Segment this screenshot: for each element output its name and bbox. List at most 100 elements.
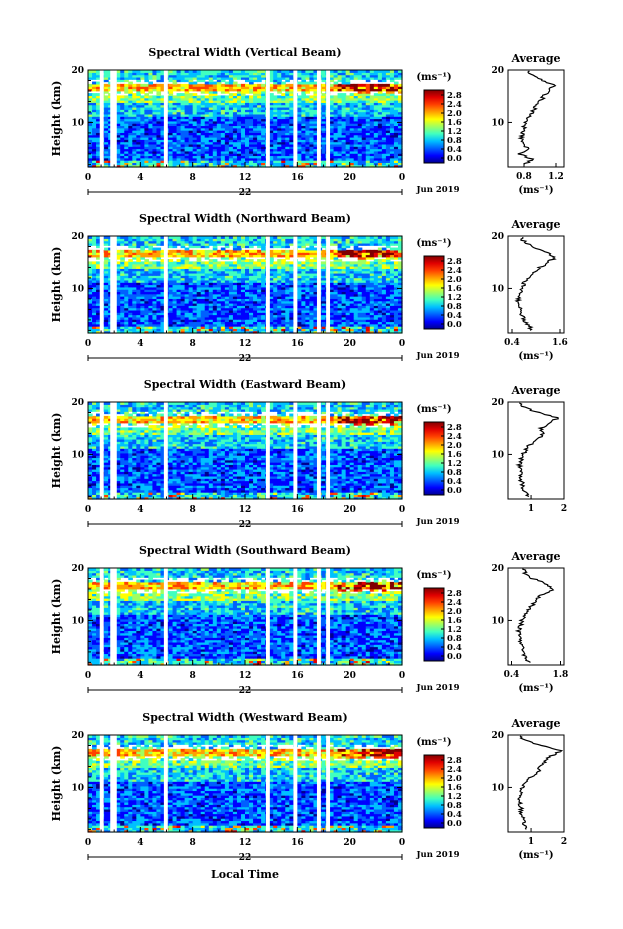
heatmap-cell <box>136 141 141 145</box>
heatmap-cell <box>305 150 311 154</box>
heatmap-cell <box>232 162 238 166</box>
heatmap-cell <box>120 150 125 154</box>
heatmap-cell <box>152 134 158 138</box>
heatmap-cell <box>200 125 206 129</box>
heatmap-cell <box>329 141 335 145</box>
heatmap-cell <box>200 162 206 166</box>
heatmap-cell <box>156 136 162 140</box>
heatmap-cell <box>224 95 230 99</box>
heatmap-cell <box>160 164 166 168</box>
heatmap-cell <box>220 123 226 127</box>
heatmap-cell <box>212 130 218 133</box>
heatmap-cell <box>168 155 174 159</box>
heatmap-cell <box>393 95 399 99</box>
heatmap-cell <box>104 155 109 159</box>
heatmap-cell <box>172 155 178 159</box>
heatmap-cell <box>128 148 133 152</box>
heatmap-cell <box>261 157 266 161</box>
heatmap-cell <box>140 148 145 152</box>
heatmap-cell <box>88 136 93 140</box>
heatmap-cell <box>389 139 395 143</box>
heatmap-cell <box>120 125 125 129</box>
heatmap-cell <box>377 150 383 154</box>
heatmap-cell <box>353 139 359 143</box>
heatmap-cell <box>152 150 158 154</box>
heatmap-cell <box>236 146 242 150</box>
heatmap-cell <box>297 160 302 163</box>
heatmap-cell <box>301 153 306 157</box>
heatmap-cell <box>373 132 379 136</box>
heatmap-cell <box>136 83 141 87</box>
heatmap-cell <box>245 95 250 99</box>
heatmap-cell <box>377 134 383 138</box>
heatmap-cell <box>212 148 218 152</box>
heatmap-cell <box>345 153 351 157</box>
panel-title: Spectral Width (Northward Beam) <box>139 212 351 225</box>
heatmap-cell <box>365 157 371 161</box>
heatmap-cell <box>337 83 343 87</box>
heatmap-cell <box>120 157 125 161</box>
heatmap-cell <box>104 160 109 163</box>
heatmap-cell <box>204 141 210 145</box>
heatmap-cell <box>337 93 343 97</box>
heatmap-cell <box>136 157 141 161</box>
heatmap-cell <box>273 164 278 168</box>
heatmap-cell <box>104 153 109 157</box>
heatmap-cell <box>289 157 294 161</box>
heatmap-cell <box>96 123 101 127</box>
heatmap-cell <box>353 148 359 152</box>
heatmap-cell <box>301 150 306 154</box>
heatmap-cell <box>228 143 234 147</box>
heatmap-cell <box>132 162 137 166</box>
heatmap-cell <box>273 141 278 145</box>
heatmap-cell <box>253 136 258 140</box>
heatmap-cell <box>385 160 391 163</box>
heatmap-cell <box>188 160 194 163</box>
heatmap-cell <box>184 150 190 154</box>
heatmap-cell <box>309 146 315 150</box>
heatmap-cell <box>273 155 278 159</box>
heatmap-cell <box>144 136 149 140</box>
heatmap-cell <box>120 146 125 150</box>
heatmap-cell <box>236 136 242 140</box>
heatmap-cell <box>208 164 214 168</box>
heatmap-cell <box>253 153 258 157</box>
heatmap-cell <box>285 143 290 147</box>
heatmap-cell <box>200 139 206 143</box>
heatmap-cell <box>224 162 230 166</box>
heatmap-cell <box>309 139 315 143</box>
heatmap-cell <box>289 132 294 136</box>
heatmap-cell <box>148 162 154 166</box>
heatmap-cell <box>249 141 254 145</box>
heatmap-cell <box>397 134 403 138</box>
heatmap-cell <box>357 150 363 154</box>
heatmap-cell <box>289 143 294 147</box>
heatmap-cell <box>277 125 282 129</box>
heatmap-cell <box>297 162 302 166</box>
heatmap-cell <box>345 164 351 168</box>
heatmap-cell <box>365 153 371 157</box>
heatmap-cell <box>337 153 343 157</box>
heatmap-cell <box>329 139 335 143</box>
heatmap-cell <box>361 155 367 159</box>
heatmap-cell <box>349 164 355 168</box>
heatmap-cell <box>297 157 302 161</box>
heatmap-cell <box>188 123 194 127</box>
heatmap-cell <box>281 136 286 140</box>
heatmap-cell <box>240 134 246 138</box>
heatmap-cell <box>196 127 202 131</box>
heatmap-cell <box>329 155 335 159</box>
heatmap-cell <box>337 134 343 138</box>
heatmap-cell <box>144 123 149 127</box>
heatmap-cell <box>188 146 194 150</box>
heatmap-cell <box>361 150 367 154</box>
heatmap-cell <box>381 146 387 150</box>
heatmap-cell <box>176 130 182 133</box>
heatmap-cell <box>313 127 319 131</box>
heatmap-cell <box>377 132 383 136</box>
heatmap-cell <box>385 130 391 133</box>
heatmap-cell <box>240 83 246 87</box>
heatmap-cell <box>156 160 162 163</box>
heatmap-cell <box>333 150 339 154</box>
heatmap-cell <box>232 160 238 163</box>
